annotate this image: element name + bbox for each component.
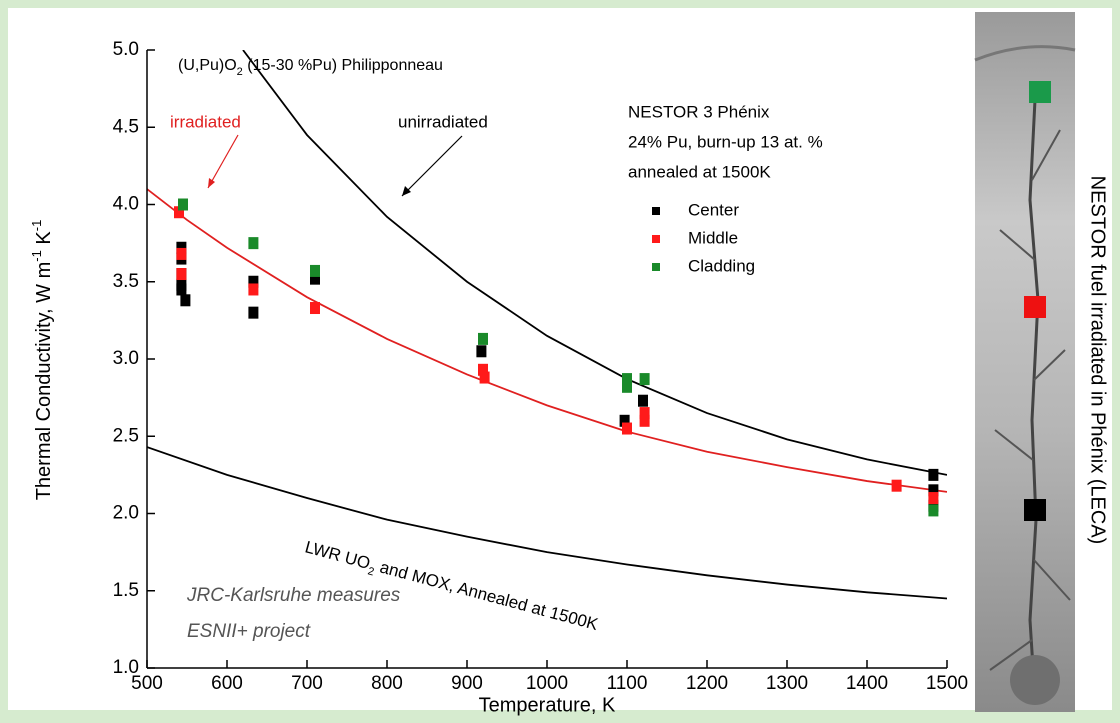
x-tick-label: 1300 xyxy=(766,673,808,694)
point xyxy=(928,504,938,516)
x-tick-label: 600 xyxy=(211,673,243,694)
point xyxy=(176,268,186,280)
point xyxy=(622,381,632,393)
legend-title: NESTOR 3 Phénix xyxy=(628,102,770,121)
x-tick-label: 1100 xyxy=(607,673,648,694)
point xyxy=(476,345,486,357)
point xyxy=(178,199,188,211)
side-caption: NESTOR fuel irradiated in Phénix (LECA) xyxy=(1087,176,1109,545)
x-tick-label: 500 xyxy=(131,673,163,694)
point xyxy=(310,265,320,277)
point xyxy=(248,237,258,249)
x-tick-label: 800 xyxy=(371,673,403,694)
curve-label: unirradiated xyxy=(398,112,488,131)
y-tick-label: 3.0 xyxy=(113,348,139,369)
point xyxy=(480,372,490,384)
micrograph xyxy=(975,12,1075,712)
x-axis-label: Temperature, K xyxy=(479,694,616,716)
legend-title: 24% Pu, burn-up 13 at. % xyxy=(628,132,823,151)
y-label-sup: -1 xyxy=(29,250,44,262)
legend-label: Cladding xyxy=(688,256,755,275)
y-tick-label: 1.5 xyxy=(113,580,139,601)
point xyxy=(928,469,938,481)
legend-swatch xyxy=(652,263,660,271)
slide: NESTOR fuel irradiated in Phénix (LECA) … xyxy=(0,0,1120,718)
note: JRC-Karlsruhe measures xyxy=(186,585,401,606)
point xyxy=(622,423,632,435)
point xyxy=(176,248,186,260)
point xyxy=(928,492,938,504)
note: ESNII+ project xyxy=(187,621,311,642)
point xyxy=(248,283,258,295)
y-tick-label: 4.5 xyxy=(113,116,139,137)
point xyxy=(640,373,650,385)
y-label-sup: -1 xyxy=(29,220,44,232)
y-tick-label: 2.0 xyxy=(113,503,139,524)
point xyxy=(892,480,902,492)
point xyxy=(180,294,190,306)
y-label-part: K xyxy=(33,231,55,251)
legend-swatch xyxy=(652,207,660,215)
point xyxy=(638,395,648,407)
legend-label: Middle xyxy=(688,228,738,247)
annotation-part: (15-30 %Pu) Philipponneau xyxy=(243,57,443,74)
point xyxy=(176,283,186,295)
y-tick-label: 2.5 xyxy=(113,425,139,446)
x-tick-label: 1000 xyxy=(526,673,568,694)
curve-label: irradiated xyxy=(170,112,241,131)
annotation-part: (U,Pu)O xyxy=(178,57,237,74)
legend-label: Center xyxy=(688,200,739,219)
legend-swatch xyxy=(652,235,660,243)
y-tick-label: 4.0 xyxy=(113,194,139,215)
y-tick-label: 3.5 xyxy=(113,271,139,292)
x-tick-label: 1500 xyxy=(926,673,968,694)
legend-title: annealed at 1500K xyxy=(628,162,771,181)
y-tick-label: 5.0 xyxy=(113,39,139,60)
x-tick-label: 1200 xyxy=(686,673,728,694)
point xyxy=(310,302,320,314)
point xyxy=(478,333,488,345)
point xyxy=(640,415,650,427)
point xyxy=(248,307,258,319)
y-axis-label: Thermal Conductivity, W m-1 K-1 xyxy=(29,220,55,501)
x-tick-label: 700 xyxy=(291,673,323,694)
x-tick-label: 1400 xyxy=(846,673,888,694)
x-tick-label: 900 xyxy=(451,673,483,694)
y-label-part: Thermal Conductivity, W m xyxy=(33,262,55,501)
